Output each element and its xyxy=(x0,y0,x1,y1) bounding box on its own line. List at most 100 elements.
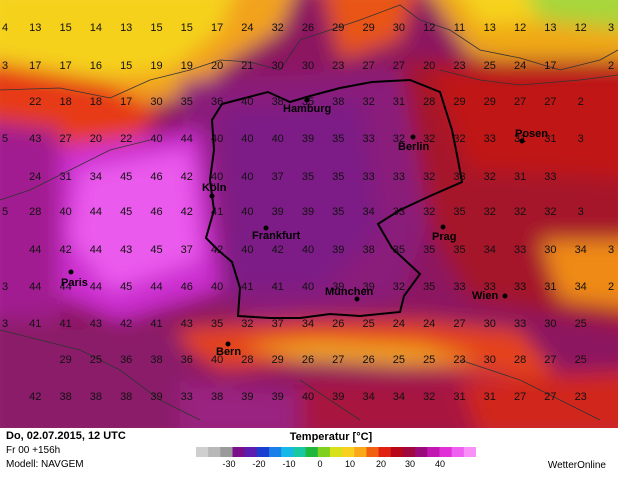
legend-ticks: -30 -20 -10 0 10 20 30 40 xyxy=(196,459,476,471)
temperature-value: 39 xyxy=(332,391,344,403)
temperature-value: 17 xyxy=(59,60,71,72)
temperature-value: 28 xyxy=(514,354,526,366)
temperature-value: 33 xyxy=(362,133,374,145)
legend-tick: 10 xyxy=(344,459,356,469)
temperature-value: 41 xyxy=(150,318,162,330)
temperature-value: 29 xyxy=(59,354,71,366)
temperature-value: 46 xyxy=(150,206,162,218)
city-label: Posen xyxy=(515,128,548,140)
temperature-value: 45 xyxy=(150,244,162,256)
temperature-value: 3 xyxy=(2,318,8,330)
temperature-value: 22 xyxy=(120,133,132,145)
temperature-value: 15 xyxy=(120,60,132,72)
legend-title: Temperatur [°C] xyxy=(289,431,373,443)
temperature-value: 37 xyxy=(181,244,193,256)
temperature-value: 2 xyxy=(608,281,614,293)
temperature-value: 17 xyxy=(29,60,41,72)
temperature-value: 28 xyxy=(29,206,41,218)
temperature-value: 35 xyxy=(423,244,435,256)
temperature-color-field xyxy=(0,0,618,428)
temperature-value: 27 xyxy=(332,354,344,366)
temperature-value: 36 xyxy=(120,354,132,366)
temperature-value: 30 xyxy=(544,318,556,330)
temperature-value: 21 xyxy=(241,60,253,72)
temperature-value: 44 xyxy=(29,281,41,293)
temperature-value: 33 xyxy=(453,281,465,293)
temperature-value: 42 xyxy=(181,171,193,183)
temperature-value: 29 xyxy=(484,96,496,108)
temperature-value: 28 xyxy=(423,96,435,108)
temperature-value: 20 xyxy=(90,133,102,145)
legend-swatch xyxy=(439,447,453,457)
temperature-value: 40 xyxy=(241,244,253,256)
temperature-value: 42 xyxy=(181,206,193,218)
temperature-value: 33 xyxy=(453,171,465,183)
temperature-value: 46 xyxy=(150,171,162,183)
temperature-value: 44 xyxy=(150,281,162,293)
temperature-value: 39 xyxy=(272,206,284,218)
temperature-value: 19 xyxy=(181,60,193,72)
temperature-value: 30 xyxy=(393,22,405,34)
temperature-value: 30 xyxy=(484,318,496,330)
temperature-value: 31 xyxy=(514,171,526,183)
city-markers: Hamburg Berlin Posen Köln Frankfurt Prag Paris… xyxy=(61,97,548,358)
temperature-value: 44 xyxy=(181,133,193,145)
temperature-value: 32 xyxy=(423,171,435,183)
city-label: Hamburg xyxy=(283,103,331,115)
temperature-value: 32 xyxy=(393,281,405,293)
temperature-value: 34 xyxy=(362,206,374,218)
legend-swatch xyxy=(427,447,440,457)
temperature-value: 20 xyxy=(211,60,223,72)
temperature-value: 38 xyxy=(59,391,71,403)
temperature-value: 26 xyxy=(302,22,314,34)
temperature-value: 27 xyxy=(59,133,71,145)
model-name: Modell: NAVGEM xyxy=(6,459,84,470)
temperature-value: 40 xyxy=(272,133,284,145)
temperature-value: 32 xyxy=(453,133,465,145)
temperature-value: 16 xyxy=(90,60,102,72)
temperature-value: 24 xyxy=(393,318,405,330)
temperature-value: 32 xyxy=(393,133,405,145)
coastlines xyxy=(0,4,618,421)
temperature-value: 32 xyxy=(544,206,556,218)
temperature-value: 25 xyxy=(575,318,587,330)
temperature-value: 44 xyxy=(59,281,71,293)
legend-swatch xyxy=(354,447,367,457)
temperature-value: 44 xyxy=(90,281,102,293)
legend-swatch xyxy=(317,447,331,457)
temperature-value: 37 xyxy=(272,318,284,330)
temperature-value: 39 xyxy=(302,133,314,145)
temperature-value: 37 xyxy=(272,171,284,183)
legend-swatch xyxy=(244,447,258,457)
temperature-value: 27 xyxy=(514,96,526,108)
temperature-value: 3 xyxy=(2,60,8,72)
temperature-value: 33 xyxy=(393,171,405,183)
temperature-value: 25 xyxy=(362,318,374,330)
temperature-value: 31 xyxy=(544,133,556,145)
temperature-value: 34 xyxy=(362,391,374,403)
temperature-value: 40 xyxy=(241,133,253,145)
temperature-value: 3 xyxy=(608,22,614,34)
temperature-value: 40 xyxy=(59,206,71,218)
temperature-value: 15 xyxy=(181,22,193,34)
legend-swatch xyxy=(232,447,246,457)
temperature-value: 40 xyxy=(211,281,223,293)
temperature-value: 13 xyxy=(484,22,496,34)
temperature-value: 29 xyxy=(362,22,374,34)
temperature-value: 30 xyxy=(484,354,496,366)
temperature-value: 24 xyxy=(423,318,435,330)
city-dot xyxy=(225,341,231,347)
temperature-value: 45 xyxy=(120,281,132,293)
temperature-value: 17 xyxy=(211,22,223,34)
legend-swatch xyxy=(451,447,465,457)
temperature-value: 35 xyxy=(181,96,193,108)
temperature-value: 34 xyxy=(393,391,405,403)
temperature-value: 31 xyxy=(59,171,71,183)
temperature-value: 33 xyxy=(544,171,556,183)
temperature-value: 23 xyxy=(575,391,587,403)
city-label: Paris xyxy=(61,277,88,289)
city-dot xyxy=(68,269,74,275)
temperature-value: 2 xyxy=(578,96,584,108)
temperature-value: 23 xyxy=(453,60,465,72)
temperature-value: 42 xyxy=(272,244,284,256)
